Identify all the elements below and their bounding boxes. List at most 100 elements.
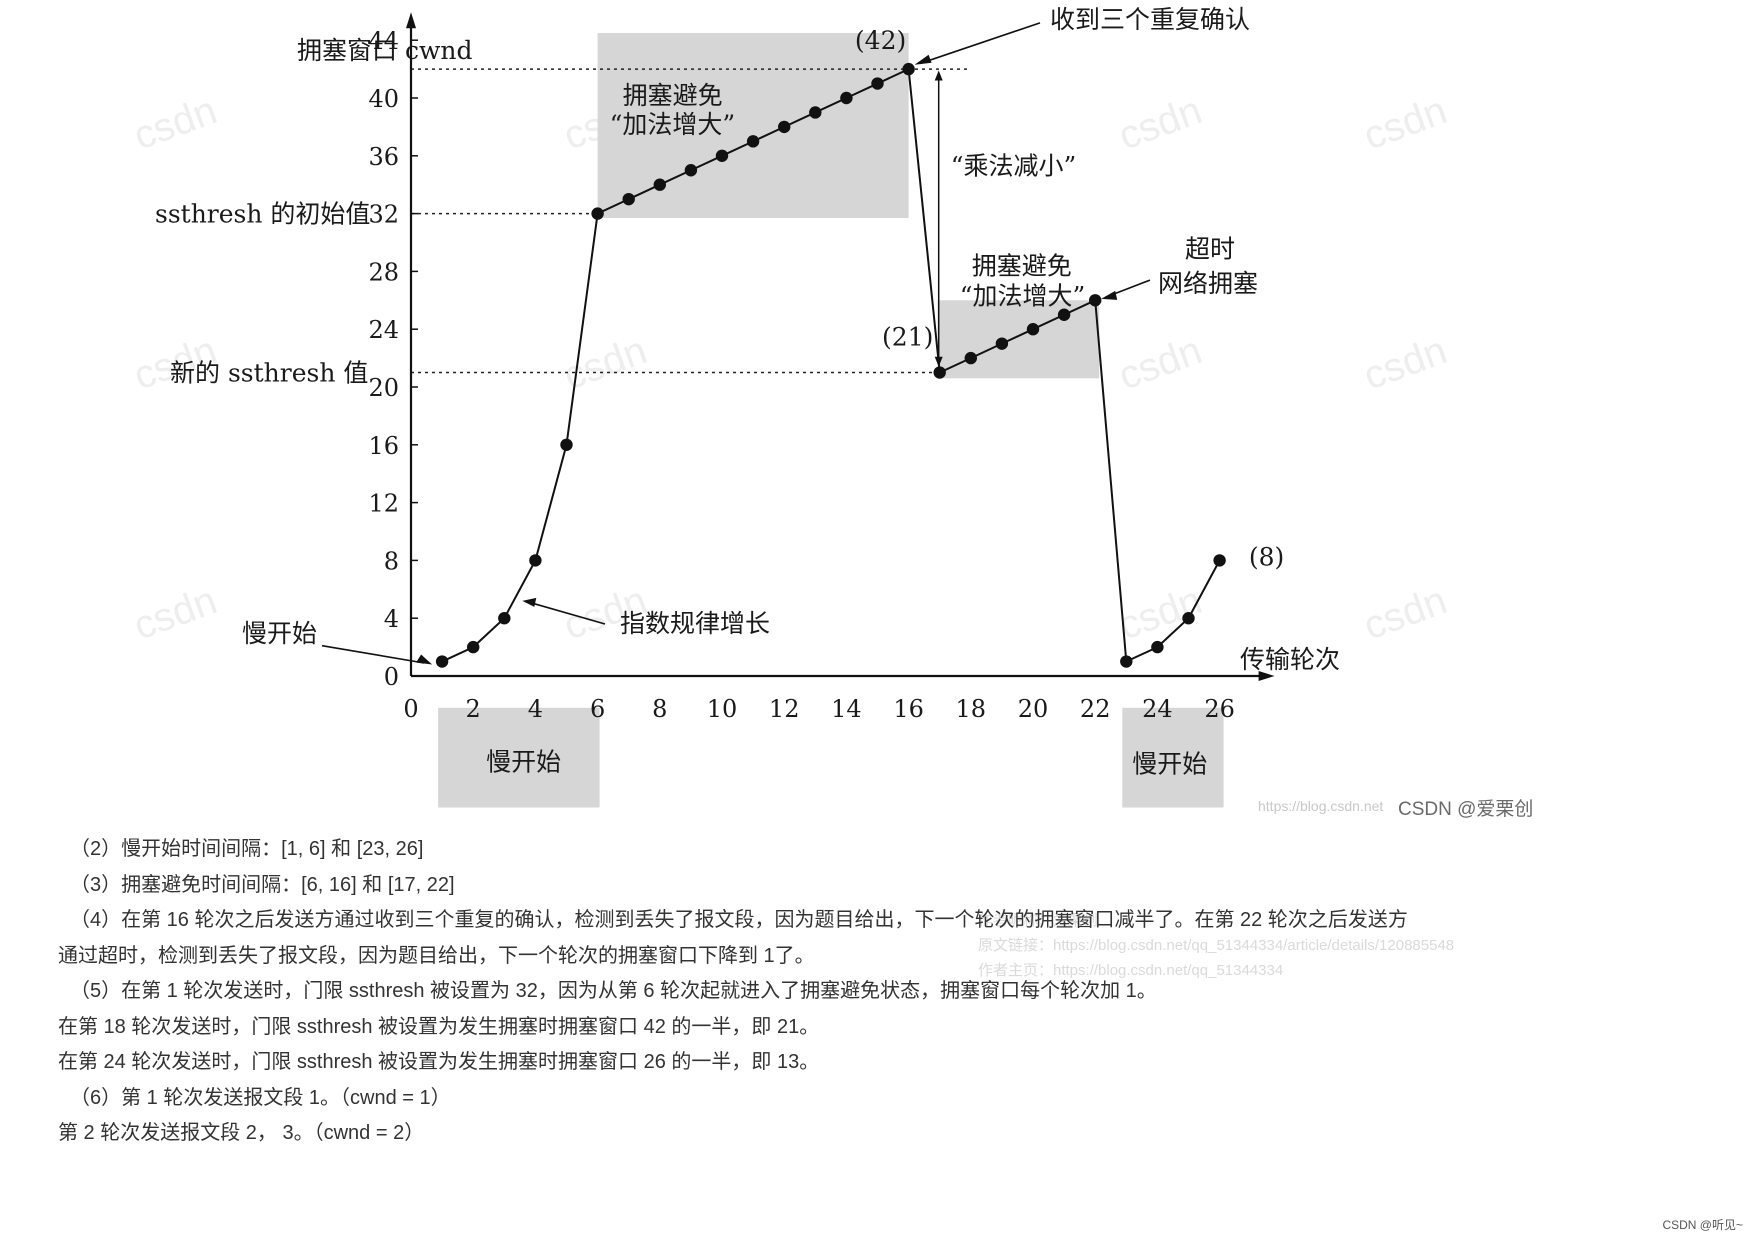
note-line: （2）慢开始时间间隔：[1, 6] 和 [23, 26] xyxy=(70,838,424,860)
arrow-triple-ack-head xyxy=(914,54,932,65)
explanation-notes: （2）慢开始时间间隔：[1, 6] 和 [23, 26] （3）拥塞避免时间间隔… xyxy=(58,832,1538,1152)
y-tick-label: 4 xyxy=(384,605,399,633)
data-point xyxy=(435,655,449,668)
watermark-text: csdn xyxy=(508,818,602,820)
label-point-21: (21) xyxy=(882,323,933,352)
data-point xyxy=(1026,323,1040,336)
x-tick-label: 4 xyxy=(528,695,543,723)
label-point-8: (8) xyxy=(1249,542,1284,571)
x-tick-label: 20 xyxy=(1018,695,1049,723)
x-axis-arrow xyxy=(1258,671,1275,681)
label-slow-start-1: 慢开始 xyxy=(486,748,561,777)
watermark-text: csdn xyxy=(1113,328,1207,398)
data-point xyxy=(684,164,698,177)
y-tick-label: 28 xyxy=(368,258,399,286)
arrow-exponential-head xyxy=(522,597,537,607)
watermark-text: csdn xyxy=(128,88,222,158)
image-credit-name: CSDN @爱栗创 xyxy=(1398,798,1533,820)
data-point xyxy=(498,612,511,625)
data-point xyxy=(964,351,977,365)
y-tick-label: 40 xyxy=(368,85,399,113)
y-tick-label: 20 xyxy=(368,374,399,402)
x-tick-label: 24 xyxy=(1142,695,1173,723)
label-exponential: 指数规律增长 xyxy=(620,609,770,638)
label-slow-start-start: 慢开始 xyxy=(242,619,317,648)
data-point xyxy=(653,178,666,191)
note-line: （4）在第 16 轮次之后发送方通过收到三个重复的确认，检测到丢失了报文段，因为… xyxy=(70,909,1408,931)
data-point xyxy=(1151,640,1164,654)
x-tick-label: 16 xyxy=(893,695,924,723)
label-triple-ack: 收到三个重复确认 xyxy=(1050,5,1250,34)
x-tick-label: 12 xyxy=(769,695,800,723)
x-tick-label: 6 xyxy=(590,695,605,723)
y-tick-label: 36 xyxy=(368,143,399,171)
data-point xyxy=(778,120,791,134)
data-point xyxy=(1213,554,1226,567)
series-cwnd xyxy=(435,62,1226,668)
shade-slow-start-2 xyxy=(1122,707,1224,808)
data-point xyxy=(1089,294,1102,307)
data-point xyxy=(715,149,729,162)
x-tick-label: 22 xyxy=(1080,695,1111,723)
data-point xyxy=(1182,612,1195,625)
data-point xyxy=(1120,655,1133,668)
data-point xyxy=(840,91,853,105)
x-tick-label: 14 xyxy=(831,695,862,723)
annotations: (42)(21)(8)拥塞避免“加法增大”拥塞避免“加法增大”慢开始 慢开始收到三… xyxy=(242,5,1284,779)
data-point xyxy=(1057,308,1071,321)
y-tick-label: 24 xyxy=(368,316,399,344)
note-line: 在第 18 轮次发送时，门限 ssthresh 被设置为发生拥塞时拥塞窗口 42… xyxy=(58,1015,820,1038)
shade-congestion-avoidance-2 xyxy=(937,300,1100,379)
label-point-42: (42) xyxy=(855,26,906,55)
x-tick-label: 10 xyxy=(707,695,738,723)
data-point xyxy=(746,135,760,148)
watermark-text: csdn xyxy=(868,818,962,820)
watermark-text: csdn xyxy=(1358,578,1452,648)
arrow-triple-ack xyxy=(920,22,1041,65)
data-point xyxy=(529,554,542,567)
note-line: 在第 24 轮次发送时，门限 ssthresh 被设置为发生拥塞时拥塞窗口 26… xyxy=(58,1051,820,1073)
y-tick-label: 12 xyxy=(368,490,399,518)
shaded-regions xyxy=(438,32,1224,808)
data-point xyxy=(995,337,1009,350)
x-tick-label: 8 xyxy=(652,695,667,723)
label-initial-ssthresh: ssthresh 的初始值 xyxy=(155,200,370,229)
label-ca2-line1: 拥塞避免 xyxy=(972,251,1072,280)
shade-slow-start-1 xyxy=(438,707,600,808)
note-line: （3）拥塞避免时间间隔：[6, 16] 和 [17, 22] xyxy=(70,873,455,896)
footer-credit: CSDN @听见~ xyxy=(1662,1218,1743,1232)
bracket-bottom-arrow xyxy=(934,356,943,367)
arrow-timeout-head xyxy=(1101,290,1118,300)
label-new-ssthresh: 新的 ssthresh 值 xyxy=(170,359,368,388)
y-axis-arrow xyxy=(406,12,416,29)
note-line: 第 2 轮次发送报文段 2， 3。（cwnd = 2） xyxy=(58,1122,425,1144)
y-tick-label: 0 xyxy=(384,663,399,691)
label-ca2-line2: “加法增大” xyxy=(960,281,1086,310)
x-axis-title: 传输轮次 xyxy=(1240,645,1340,674)
watermark-text: csdn xyxy=(1113,88,1207,158)
arrow-exponential xyxy=(529,601,606,625)
x-tick-label: 18 xyxy=(956,695,987,723)
label-timeout-line2: 网络拥塞 xyxy=(1158,269,1258,298)
label-ca1-line1: 拥塞避免 xyxy=(623,81,723,110)
bracket-top-arrow xyxy=(934,70,943,81)
data-point xyxy=(591,207,604,220)
x-tick-label: 26 xyxy=(1204,695,1235,723)
arrow-slow-start xyxy=(321,644,425,664)
copyright-overlay: 作者昵称：爱栗创 原文链接：https://blog.csdn.net/qq_5… xyxy=(978,908,1454,983)
y-tick-label: 16 xyxy=(368,432,399,460)
watermark-text: csdn xyxy=(1358,88,1452,158)
note-line: （6）第 1 轮次发送报文段 1。（cwnd = 1） xyxy=(70,1086,451,1109)
watermark-text: csdn xyxy=(1358,328,1452,398)
overlay-link: 原文链接：https://blog.csdn.net/qq_51344334/a… xyxy=(978,937,1455,954)
data-point xyxy=(871,77,884,90)
overlay-home: 作者主页：https://blog.csdn.net/qq_51344334 xyxy=(978,962,1284,979)
watermark-text: csdn xyxy=(558,328,652,398)
overlay-author: 作者昵称：爱栗创 xyxy=(978,912,1099,929)
y-tick-label: 44 xyxy=(368,27,399,55)
x-tick-label: 0 xyxy=(403,695,418,723)
data-point xyxy=(467,640,480,654)
label-slow-start-2: 慢开始 xyxy=(1132,750,1207,779)
